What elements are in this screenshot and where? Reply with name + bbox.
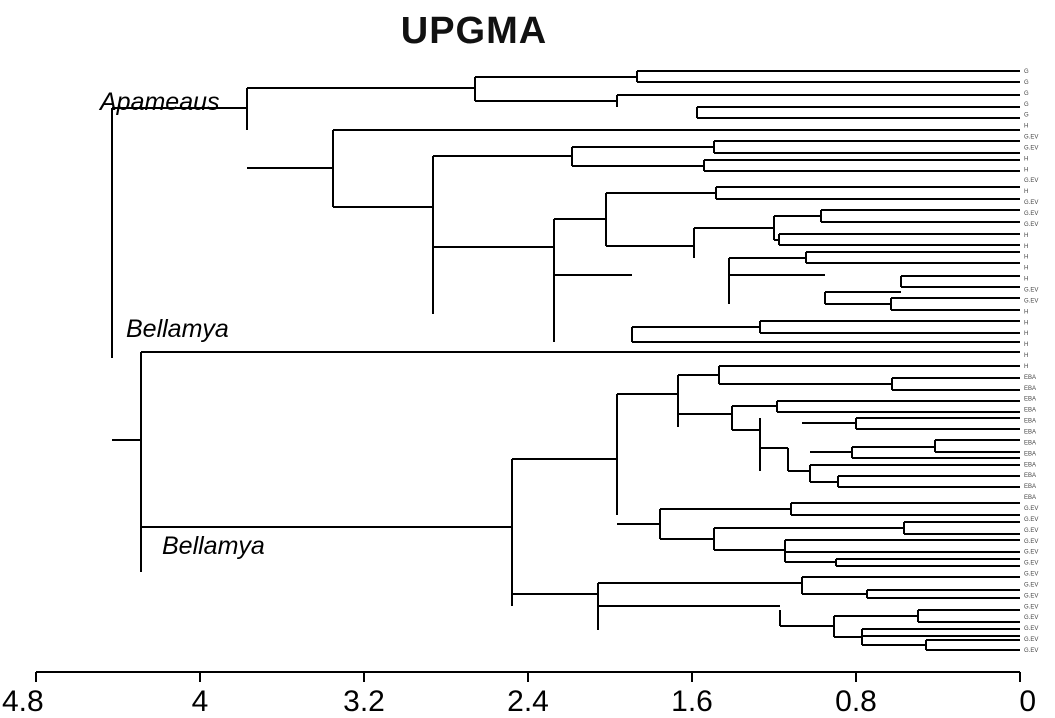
leaf-label: H	[1024, 342, 1028, 348]
leaf-label: H	[1024, 266, 1028, 272]
axis-tick-label: 4	[192, 685, 209, 718]
leaf-label: H	[1024, 331, 1028, 337]
leaf-label: H	[1024, 156, 1028, 162]
leaf-label: G	[1024, 69, 1029, 75]
leaf-label: H	[1024, 353, 1028, 359]
leaf-label: G.EV	[1024, 200, 1038, 206]
leaf-label: G.EV	[1024, 550, 1038, 556]
leaf-label: G.EV	[1024, 135, 1038, 141]
leaf-label: G.EV	[1024, 222, 1038, 228]
chart-title: UPGMA	[400, 10, 548, 52]
leaf-label: H	[1024, 277, 1028, 283]
leaf-label: G.EV	[1024, 572, 1038, 578]
clade-label-bellamya-upper: Bellamya	[126, 315, 229, 343]
leaf-label: G.EV	[1024, 145, 1038, 151]
leaf-label: EBA	[1024, 375, 1036, 381]
leaf-label: G.EV	[1024, 517, 1038, 523]
leaf-label: EBA	[1024, 451, 1036, 457]
leaf-label: EBA	[1024, 484, 1036, 490]
leaf-label: H	[1024, 244, 1028, 250]
leaf-label: EBA	[1024, 408, 1036, 414]
axis-tick-label: 0	[1019, 685, 1036, 718]
leaf-label: G.EV	[1024, 561, 1038, 567]
leaf-label: G.EV	[1024, 615, 1038, 621]
leaf-label: G.EV	[1024, 648, 1038, 654]
leaf-labels: GGGGGHG.EVG.EVHHG.EVHG.EVG.EVG.EVHHHHHG.…	[1024, 69, 1038, 654]
leaf-label: G.EV	[1024, 506, 1038, 512]
leaf-label: EBA	[1024, 419, 1036, 425]
leaf-label: EBA	[1024, 473, 1036, 479]
leaf-label: H	[1024, 189, 1028, 195]
leaf-label: G.EV	[1024, 287, 1038, 293]
leaf-label: EBA	[1024, 386, 1036, 392]
leaf-label: H	[1024, 167, 1028, 173]
leaf-label: G	[1024, 113, 1029, 119]
leaf-label: H	[1024, 233, 1028, 239]
leaf-label: G	[1024, 91, 1029, 97]
leaf-label: H	[1024, 309, 1028, 315]
leaf-label: H	[1024, 124, 1028, 130]
leaf-label: G.EV	[1024, 637, 1038, 643]
distance-axis: 4.8 4 3.2 2.4 1.6 0.8 0	[2, 671, 1036, 718]
leaf-label: H	[1024, 364, 1028, 370]
axis-tick-label: 3.2	[343, 685, 385, 718]
leaf-label: G.EV	[1024, 582, 1038, 588]
leaf-label: G	[1024, 102, 1029, 108]
leaf-label: G.EV	[1024, 593, 1038, 599]
leaf-label: G.EV	[1024, 626, 1038, 632]
clade-label-bellamya-lower: Bellamya	[162, 532, 265, 560]
leaf-label: G.EV	[1024, 178, 1038, 184]
leaf-label: H	[1024, 255, 1028, 261]
clade-label-apameaus: Apameaus	[100, 88, 220, 116]
axis-tick-label: 4.8	[2, 685, 44, 718]
leaf-label: G	[1024, 80, 1029, 86]
leaf-label: EBA	[1024, 462, 1036, 468]
axis-tick-label: 1.6	[671, 685, 713, 718]
leaf-label: EBA	[1024, 430, 1036, 436]
leaf-label: EBA	[1024, 495, 1036, 501]
leaf-label: H	[1024, 320, 1028, 326]
leaf-label: G.EV	[1024, 539, 1038, 545]
leaf-label: G.EV	[1024, 298, 1038, 304]
leaf-label: G.EV	[1024, 604, 1038, 610]
axis-tick-label: 0.8	[835, 685, 877, 718]
axis-tick-label: 2.4	[507, 685, 549, 718]
leaf-label: G.EV	[1024, 211, 1038, 217]
leaf-label: EBA	[1024, 440, 1036, 446]
leaf-label: G.EV	[1024, 528, 1038, 534]
dendrogram-edges	[111, 70, 1020, 651]
leaf-label: EBA	[1024, 397, 1036, 403]
